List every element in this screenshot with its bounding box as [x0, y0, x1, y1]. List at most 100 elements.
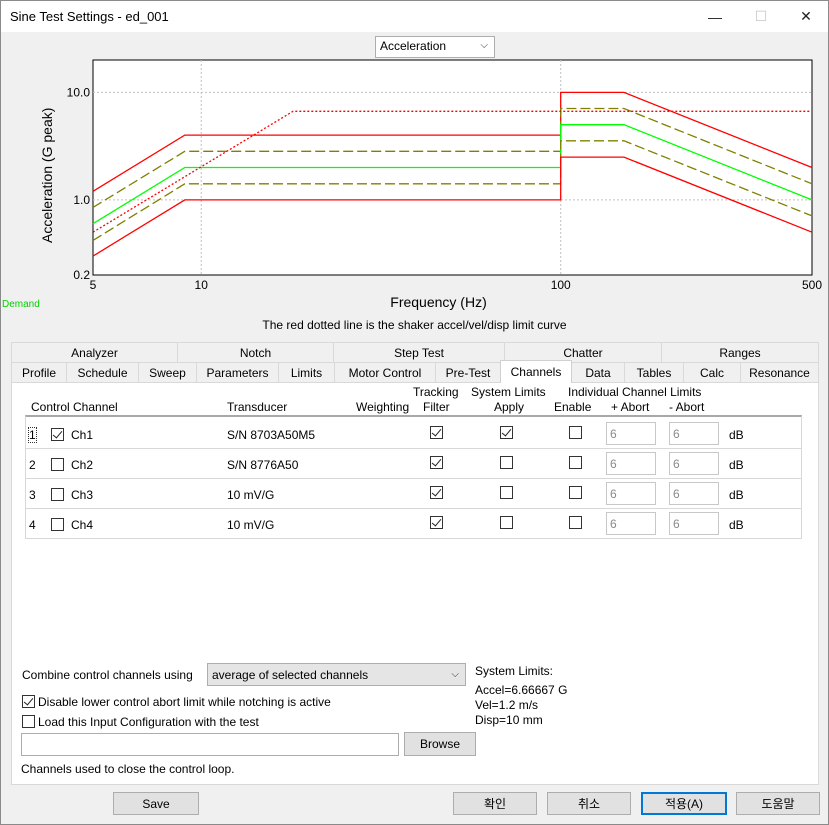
- window-title: Sine Test Settings - ed_001: [10, 9, 169, 24]
- transducer-value[interactable]: 10 mV/G: [227, 518, 275, 532]
- row-number: 1: [28, 427, 37, 443]
- header-tracking: Tracking: [413, 385, 459, 399]
- tab-notch[interactable]: Notch: [177, 342, 334, 362]
- channel-name: Ch4: [71, 518, 94, 532]
- tracking-filter-checkbox-ch2[interactable]: [430, 456, 443, 469]
- header-plus-abort: + Abort: [611, 400, 650, 414]
- row-number: 3: [29, 488, 36, 502]
- tracking-filter-checkbox-ch3[interactable]: [430, 486, 443, 499]
- tab-resonance[interactable]: Resonance: [740, 362, 819, 382]
- row-divider: [25, 508, 801, 509]
- control-checkbox-ch2[interactable]: [51, 458, 64, 471]
- plus-abort-input-ch2[interactable]: 6: [606, 452, 656, 475]
- row-number: 2: [29, 458, 36, 472]
- browse-button[interactable]: Browse: [404, 732, 476, 756]
- minus-abort-input-ch3[interactable]: 6: [669, 482, 719, 505]
- tracking-filter-checkbox-ch4[interactable]: [430, 516, 443, 529]
- channel-name: Ch3: [71, 488, 94, 502]
- db-unit: dB: [729, 488, 744, 502]
- channel-name: Ch2: [71, 458, 94, 472]
- control-checkbox-ch4[interactable]: [51, 518, 64, 531]
- x-axis-label: Frequency (Hz): [390, 294, 486, 310]
- minus-abort-input-ch2[interactable]: 6: [669, 452, 719, 475]
- tracking-filter-checkbox-ch1[interactable]: [430, 426, 443, 439]
- series-line-5: [92, 156, 813, 257]
- header-transducer: Transducer: [227, 400, 288, 414]
- enable-checkbox-ch2[interactable]: [569, 456, 582, 469]
- tab-chatter[interactable]: Chatter: [504, 342, 662, 362]
- plus-abort-input-ch3[interactable]: 6: [606, 482, 656, 505]
- cancel-button[interactable]: 취소: [547, 792, 631, 815]
- system-limit-disp: Disp=10 mm: [475, 713, 543, 727]
- header-enable: Enable: [554, 400, 592, 414]
- minus-abort-input-ch1[interactable]: 6: [669, 422, 719, 445]
- plot-type-value: Acceleration: [380, 39, 447, 53]
- apply-button[interactable]: 적용(A): [641, 792, 727, 815]
- close-icon[interactable]: ✕: [800, 8, 812, 24]
- db-unit: dB: [729, 428, 744, 442]
- enable-checkbox-ch4[interactable]: [569, 516, 582, 529]
- system-limits-checkbox-ch4[interactable]: [500, 516, 513, 529]
- channels-table: [25, 415, 802, 539]
- minus-abort-input-ch4[interactable]: 6: [669, 512, 719, 535]
- transducer-value[interactable]: S/N 8776A50: [227, 458, 299, 472]
- status-text: Channels used to close the control loop.: [21, 762, 235, 776]
- tab-parameters[interactable]: Parameters: [196, 362, 279, 382]
- combine-value: average of selected channels: [212, 668, 369, 682]
- enable-checkbox-ch3[interactable]: [569, 486, 582, 499]
- row-divider: [25, 478, 801, 479]
- plus-abort-input-ch4[interactable]: 6: [606, 512, 656, 535]
- tab-data[interactable]: Data: [571, 362, 625, 382]
- system-limits-checkbox-ch2[interactable]: [500, 456, 513, 469]
- control-checkbox-ch1[interactable]: [51, 428, 64, 441]
- combine-label: Combine control channels using: [22, 668, 193, 682]
- tab-tables[interactable]: Tables: [624, 362, 684, 382]
- tab-motor-control[interactable]: Motor Control: [334, 362, 436, 382]
- tab-ranges[interactable]: Ranges: [661, 342, 819, 362]
- plot-type-select[interactable]: Acceleration ⌵: [375, 36, 495, 58]
- save-button[interactable]: Save: [113, 792, 199, 815]
- minimize-icon[interactable]: —: [708, 8, 722, 25]
- y-tick-label: 0.2: [73, 268, 90, 282]
- tab-calc[interactable]: Calc: [683, 362, 741, 382]
- input-config-path-field[interactable]: [21, 733, 399, 756]
- db-unit: dB: [729, 458, 744, 472]
- tab-profile[interactable]: Profile: [11, 362, 67, 382]
- system-limit-accel: Accel=6.66667 G: [475, 683, 568, 697]
- plus-abort-input-ch1[interactable]: 6: [606, 422, 656, 445]
- load-input-checkbox[interactable]: [22, 715, 35, 728]
- system-limits-checkbox-ch1[interactable]: [500, 426, 513, 439]
- channel-name: Ch1: [71, 428, 94, 442]
- tab-analyzer[interactable]: Analyzer: [11, 342, 178, 362]
- enable-checkbox-ch1[interactable]: [569, 426, 582, 439]
- system-limits-title: System Limits:: [475, 664, 554, 678]
- tab-step-test[interactable]: Step Test: [333, 342, 505, 362]
- transducer-value[interactable]: 10 mV/G: [227, 488, 275, 502]
- transducer-value[interactable]: S/N 8703A50M5: [227, 428, 316, 442]
- tab-limits[interactable]: Limits: [278, 362, 335, 382]
- tab-channels[interactable]: Channels: [500, 360, 572, 383]
- ok-button[interactable]: 확인: [453, 792, 537, 815]
- combine-select[interactable]: average of selected channels ⌵: [207, 663, 466, 686]
- acceleration-chart: 5 10 100 500 0.2 1.0 10.0 Frequency (Hz): [67, 59, 822, 310]
- control-checkbox-ch3[interactable]: [51, 488, 64, 501]
- header-system-limits: System Limits: [471, 385, 546, 399]
- system-limits-checkbox-ch3[interactable]: [500, 486, 513, 499]
- load-input-label: Load this Input Configuration with the t…: [38, 715, 259, 729]
- row-number: 4: [29, 518, 36, 532]
- tab-sweep[interactable]: Sweep: [138, 362, 197, 382]
- header-apply: Apply: [494, 400, 525, 414]
- disable-lower-checkbox[interactable]: [22, 695, 35, 708]
- help-button[interactable]: 도움말: [736, 792, 820, 815]
- title-bar: Sine Test Settings - ed_001 — ☐ ✕: [1, 1, 828, 32]
- tab-pre-test[interactable]: Pre-Test: [435, 362, 501, 382]
- x-tick-label: 100: [551, 278, 571, 292]
- maximize-icon: ☐: [754, 8, 768, 24]
- series-line-6: [92, 110, 812, 233]
- tab-schedule[interactable]: Schedule: [66, 362, 139, 382]
- y-tick-label: 1.0: [73, 193, 90, 207]
- header-minus-abort: - Abort: [669, 400, 705, 414]
- x-tick-label: 5: [90, 278, 97, 292]
- header-control-channel: Control Channel: [31, 400, 118, 414]
